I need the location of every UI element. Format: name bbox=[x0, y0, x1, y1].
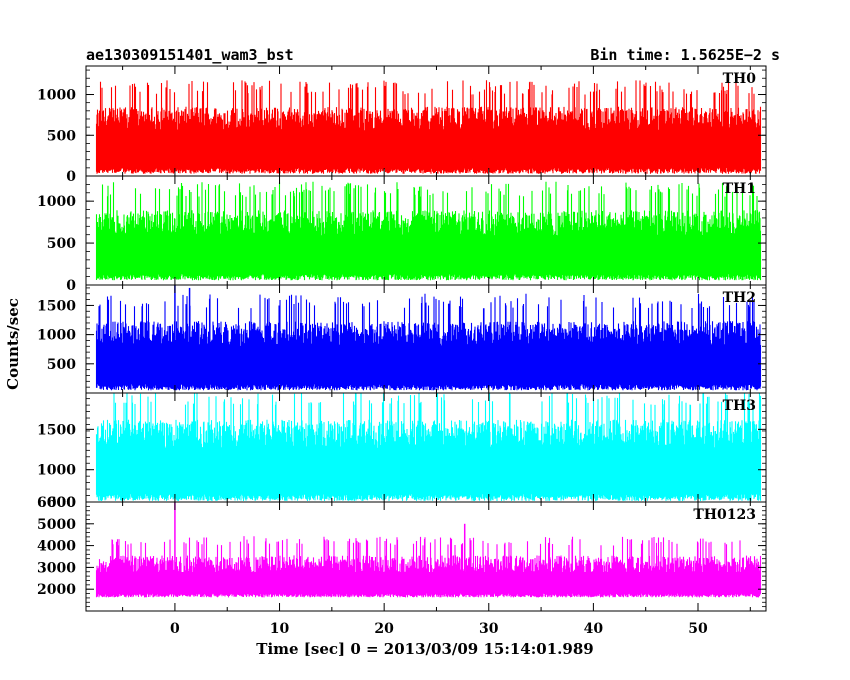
y-tick-label: 6000 bbox=[37, 495, 76, 511]
y-tick-label: 1500 bbox=[37, 298, 76, 314]
bin-time-label: Bin time: 1.5625E−2 s bbox=[590, 46, 780, 64]
y-tick-label: 600 bbox=[47, 495, 76, 511]
panel-label-th0: TH0 bbox=[723, 71, 757, 87]
x-tick-label: 40 bbox=[584, 621, 604, 637]
panel-label-th0123: TH0123 bbox=[693, 507, 756, 523]
series-th3 bbox=[95, 393, 762, 501]
panel-th3: 600 1000 1500 TH3 bbox=[37, 392, 767, 511]
panel-label-th2: TH2 bbox=[723, 290, 756, 306]
series-th0 bbox=[95, 80, 762, 174]
chart-title: ae130309151401_wam3_bst bbox=[86, 46, 294, 64]
y-axis-label: Counts/sec bbox=[4, 298, 22, 390]
y-tick-label: 0 bbox=[66, 169, 76, 185]
series-band-th0 bbox=[96, 134, 761, 155]
series-band-th1 bbox=[96, 239, 761, 261]
series-th1 bbox=[95, 181, 762, 281]
series-band-th3 bbox=[96, 453, 761, 478]
panel-frame bbox=[85, 501, 767, 612]
panel-th2: 500 1000 1500 TH2 bbox=[37, 284, 767, 394]
y-tick-label: 2000 bbox=[37, 582, 76, 598]
panels-group: 0 500 1000 TH0 0 500 1000 TH1 500 1000 1500 TH2 600 1… bbox=[37, 65, 767, 612]
x-tick-label: 0 bbox=[170, 621, 180, 637]
y-tick-label: 1500 bbox=[37, 422, 76, 438]
x-tick-label: 30 bbox=[479, 621, 499, 637]
y-tick-label: 500 bbox=[47, 357, 76, 373]
y-tick-label: 1000 bbox=[37, 328, 76, 344]
x-tick-label: 10 bbox=[270, 621, 290, 637]
series-th2 bbox=[95, 293, 762, 391]
panel-label-th3: TH3 bbox=[723, 398, 756, 414]
y-tick-label: 500 bbox=[47, 128, 76, 144]
y-tick-label: 1000 bbox=[37, 194, 76, 210]
series-th0123 bbox=[95, 536, 762, 598]
panel-th0: 0 500 1000 TH0 bbox=[37, 65, 767, 185]
panel-th1: 0 500 1000 TH1 bbox=[37, 175, 767, 294]
x-axis-label: Time [sec] 0 = 2013/03/09 15:14:01.989 bbox=[256, 640, 593, 658]
y-tick-label: 500 bbox=[47, 236, 76, 252]
x-axis: 0 10 20 30 40 50 bbox=[170, 621, 708, 637]
series-band-th0123 bbox=[96, 571, 761, 585]
x-tick-label: 20 bbox=[374, 621, 394, 637]
y-tick-label: 0 bbox=[66, 278, 76, 294]
panel-th0123: 2000 3000 4000 5000 6000 TH0123 bbox=[37, 495, 767, 612]
y-tick-label: 3000 bbox=[37, 560, 76, 576]
series-band-th2 bbox=[96, 350, 761, 371]
panel-label-th1: TH1 bbox=[723, 181, 756, 197]
y-tick-label: 4000 bbox=[37, 539, 76, 555]
y-tick-label: 1000 bbox=[37, 88, 76, 104]
x-tick-label: 50 bbox=[688, 621, 708, 637]
y-tick-label: 5000 bbox=[37, 517, 76, 533]
y-tick-label: 1000 bbox=[37, 463, 76, 479]
